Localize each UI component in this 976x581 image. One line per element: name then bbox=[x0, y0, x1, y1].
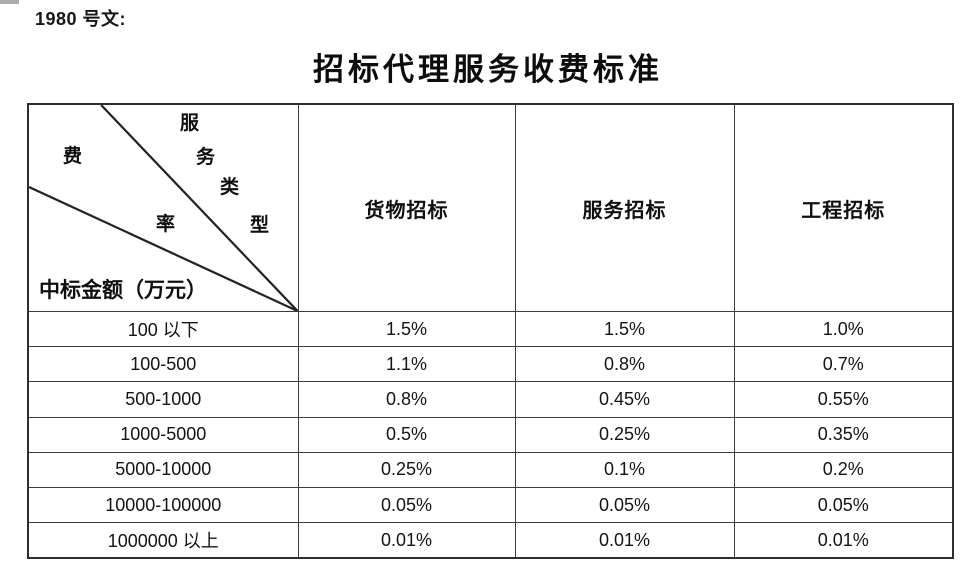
table-row: 100 以下 1.5% 1.5% 1.0% bbox=[27, 310, 954, 348]
amount-range-cell: 5000-10000 bbox=[27, 451, 299, 488]
page-title: 招标代理服务收费标准 bbox=[313, 52, 663, 87]
rate-cell: 0.1% bbox=[514, 451, 735, 488]
table-row: 500-1000 0.8% 0.45% 0.55% bbox=[27, 381, 954, 418]
rate-cell: 0.45% bbox=[514, 381, 735, 418]
rate-cell: 0.01% bbox=[514, 522, 735, 559]
diagonal-divider-lines bbox=[29, 105, 297, 311]
rate-cell: 0.8% bbox=[297, 381, 516, 418]
rate-cell: 1.5% bbox=[297, 310, 516, 348]
service-type-label-char: 务 bbox=[196, 147, 216, 168]
rate-cell: 0.25% bbox=[514, 416, 735, 453]
scan-artifact-mark bbox=[0, 0, 19, 4]
column-header-engineering-bidding: 工程招标 bbox=[733, 103, 954, 312]
rate-cell: 1.1% bbox=[297, 346, 516, 383]
service-type-label-char: 服 bbox=[180, 113, 200, 134]
rate-cell: 0.05% bbox=[514, 486, 735, 524]
amount-range-cell: 100-500 bbox=[27, 346, 299, 383]
table-row: 1000-5000 0.5% 0.25% 0.35% bbox=[27, 416, 954, 453]
fee-standard-table: 服 费 务 类 率 型 中标金额（万元） 货物招标 服务招标 工程招标 100 … bbox=[27, 103, 954, 560]
table-row: 1000000 以上 0.01% 0.01% 0.01% bbox=[27, 522, 954, 559]
rate-cell: 1.5% bbox=[514, 310, 735, 348]
rate-cell: 0.7% bbox=[733, 346, 954, 383]
rate-cell: 0.01% bbox=[733, 522, 954, 559]
rate-cell: 0.5% bbox=[297, 416, 516, 453]
row-axis-label: 中标金额（万元） bbox=[39, 278, 207, 302]
amount-range-cell: 100 以下 bbox=[27, 310, 299, 348]
fee-rate-label-char: 费 bbox=[63, 146, 83, 167]
amount-range-cell: 1000-5000 bbox=[27, 416, 299, 453]
rate-cell: 0.05% bbox=[733, 486, 954, 524]
rate-cell: 0.05% bbox=[297, 486, 516, 524]
diagonal-header-cell: 服 费 务 类 率 型 中标金额（万元） bbox=[27, 103, 299, 312]
column-header-service-bidding: 服务招标 bbox=[514, 103, 735, 312]
column-header-goods-bidding: 货物招标 bbox=[297, 103, 516, 312]
table-row: 100-500 1.1% 0.8% 0.7% bbox=[27, 346, 954, 383]
rate-cell: 1.0% bbox=[733, 310, 954, 348]
rate-cell: 0.01% bbox=[297, 522, 516, 559]
rate-cell: 0.25% bbox=[297, 451, 516, 488]
fee-rate-label-char: 率 bbox=[156, 214, 176, 235]
rate-cell: 0.2% bbox=[733, 451, 954, 488]
service-type-label-char: 型 bbox=[250, 215, 270, 236]
rate-cell: 0.35% bbox=[733, 416, 954, 453]
rate-cell: 0.55% bbox=[733, 381, 954, 418]
table-row: 5000-10000 0.25% 0.1% 0.2% bbox=[27, 451, 954, 488]
rate-cell: 0.8% bbox=[514, 346, 735, 383]
amount-range-cell: 1000000 以上 bbox=[27, 522, 299, 559]
amount-range-cell: 500-1000 bbox=[27, 381, 299, 418]
amount-range-cell: 10000-100000 bbox=[27, 486, 299, 524]
document-number: 1980 号文: bbox=[35, 9, 127, 29]
table-header-row: 服 费 务 类 率 型 中标金额（万元） 货物招标 服务招标 工程招标 bbox=[27, 103, 954, 312]
service-type-label-char: 类 bbox=[220, 177, 240, 198]
table-row: 10000-100000 0.05% 0.05% 0.05% bbox=[27, 486, 954, 524]
